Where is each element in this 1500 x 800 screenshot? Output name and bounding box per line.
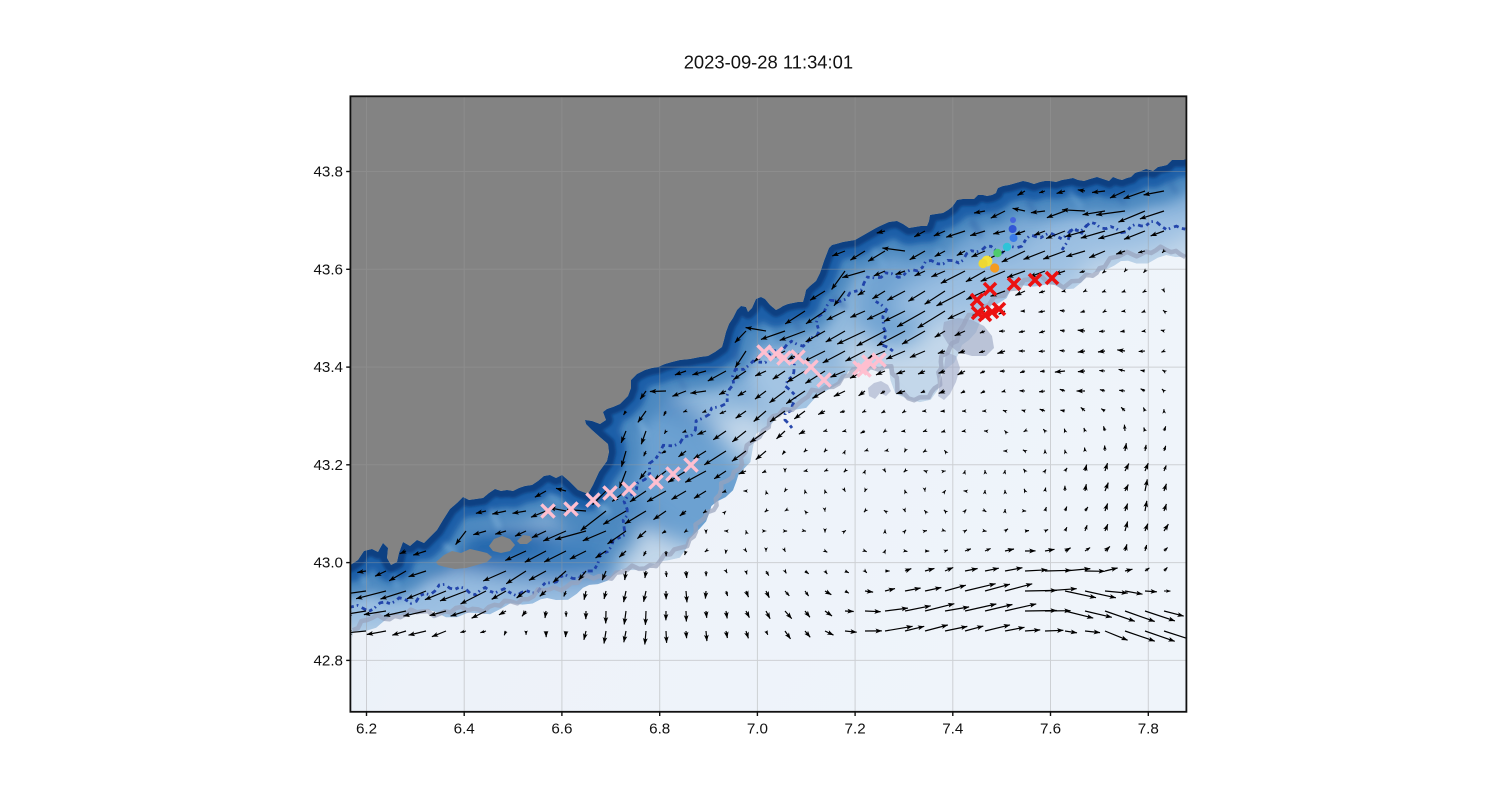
svg-text:6.6: 6.6	[551, 721, 572, 738]
svg-text:7.4: 7.4	[942, 721, 963, 738]
svg-text:6.4: 6.4	[454, 721, 475, 738]
svg-text:42.8: 42.8	[313, 652, 343, 669]
svg-text:6.2: 6.2	[356, 721, 377, 738]
svg-text:43.4: 43.4	[313, 359, 343, 376]
svg-text:7.8: 7.8	[1138, 721, 1159, 738]
svg-text:43.2: 43.2	[313, 457, 343, 474]
svg-text:7.6: 7.6	[1040, 721, 1061, 738]
svg-text:43.0: 43.0	[313, 555, 343, 572]
svg-text:7.2: 7.2	[845, 721, 866, 738]
svg-text:43.6: 43.6	[313, 261, 343, 278]
svg-text:2023-09-28 11:34:01: 2023-09-28 11:34:01	[684, 52, 853, 73]
svg-text:7.0: 7.0	[747, 721, 768, 738]
svg-text:6.8: 6.8	[649, 721, 670, 738]
svg-text:43.8: 43.8	[313, 164, 343, 181]
